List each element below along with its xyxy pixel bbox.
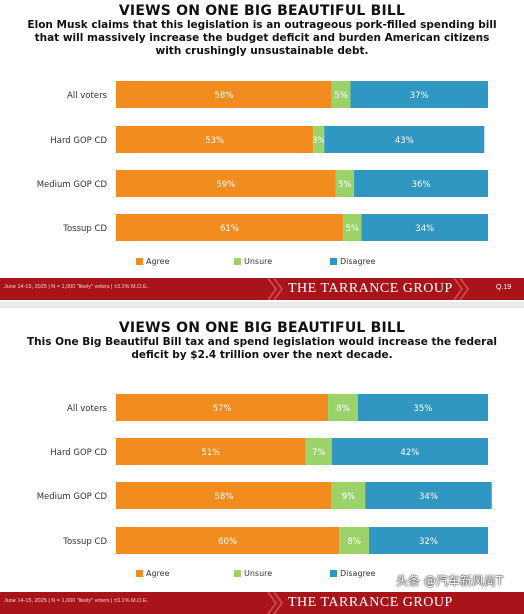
data-label: 59% xyxy=(216,180,235,190)
footer-note: June 14-15, 2025 | N = 1,000 "likely" vo… xyxy=(4,284,149,290)
data-label: 53% xyxy=(205,136,224,146)
data-label: 36% xyxy=(412,180,431,190)
legend-label: Agree xyxy=(146,569,170,578)
bar-unsure xyxy=(305,438,332,465)
bar-unsure xyxy=(328,394,358,421)
slide-footer: June 14-15, 2025 | N = 1,000 "likely" vo… xyxy=(0,278,524,300)
stacked-bar-chart-2: All voters 57% 8% 35% Hard GOP CD 51% 7% 42% Med… xyxy=(37,394,492,578)
brand-logo: THE TARRANCE GROUP xyxy=(288,281,453,296)
bar-disagree xyxy=(350,81,488,108)
category-label: Hard GOP CD xyxy=(50,136,107,146)
bar-agree xyxy=(116,527,340,554)
bar-unsure xyxy=(335,170,355,197)
data-label: 8% xyxy=(347,537,361,547)
category-label: Tossup CD xyxy=(62,224,107,234)
data-label: 5% xyxy=(345,224,359,234)
chart-subtitle: Elon Musk claims that this legislation i… xyxy=(27,19,497,57)
legend-swatch xyxy=(136,258,143,265)
legend-swatch xyxy=(330,258,337,265)
data-label: 32% xyxy=(419,537,438,547)
legend-label: Disagree xyxy=(340,257,376,266)
data-label: 42% xyxy=(400,448,419,458)
brand-logo: THE TARRANCE GROUP xyxy=(288,595,453,610)
chart-title: VIEWS ON ONE BIG BEAUTIFUL BILL xyxy=(118,320,406,336)
data-label: 8% xyxy=(336,404,350,414)
chart-panel-2: VIEWS ON ONE BIG BEAUTIFUL BILL This One… xyxy=(0,308,524,614)
data-label: 61% xyxy=(220,224,239,234)
bar-unsure xyxy=(339,527,369,554)
legend-swatch xyxy=(330,570,337,577)
bar-disagree xyxy=(324,126,485,153)
data-label: 7% xyxy=(312,448,326,458)
data-label: 3% xyxy=(312,136,326,146)
bar-disagree xyxy=(331,438,488,465)
bar-agree xyxy=(116,214,343,241)
legend-label: Disagree xyxy=(340,569,376,578)
category-label: Hard GOP CD xyxy=(50,448,107,458)
chart-panel-1: VIEWS ON ONE BIG BEAUTIFUL BILL Elon Mus… xyxy=(0,0,524,302)
slide-footer: June 14-15, 2025 | N = 1,000 "likely" vo… xyxy=(0,592,524,614)
page-number: Q.19 xyxy=(496,284,512,291)
chart-title: VIEWS ON ONE BIG BEAUTIFUL BILL xyxy=(118,3,406,19)
data-label: 58% xyxy=(214,91,233,101)
bar-disagree xyxy=(365,482,492,509)
data-label: 34% xyxy=(419,492,438,502)
bar-disagree xyxy=(368,527,488,554)
category-label: All voters xyxy=(67,91,108,101)
bar-agree xyxy=(116,81,332,108)
data-label: 5% xyxy=(338,180,352,190)
watermark: 头条 @汽车新风尚T xyxy=(396,574,504,588)
chart-subtitle: This One Big Beautiful Bill tax and spen… xyxy=(26,336,497,361)
legend-label: Agree xyxy=(146,257,170,266)
category-label: Medium GOP CD xyxy=(37,180,108,190)
legend-swatch xyxy=(136,570,143,577)
bar-unsure xyxy=(331,482,366,509)
chevron-pattern-icon xyxy=(267,278,470,300)
data-label: 57% xyxy=(213,404,232,414)
bar-agree xyxy=(116,394,329,421)
data-label: 60% xyxy=(218,537,237,547)
data-label: 43% xyxy=(395,136,414,146)
bar-agree xyxy=(116,170,336,197)
category-label: Medium GOP CD xyxy=(37,492,108,502)
bar-unsure xyxy=(313,126,325,153)
bar-agree xyxy=(116,438,306,465)
data-label: 35% xyxy=(413,404,432,414)
category-label: Tossup CD xyxy=(62,537,107,547)
data-label: 51% xyxy=(201,448,220,458)
bar-agree xyxy=(116,126,314,153)
data-label: 5% xyxy=(334,91,348,101)
stacked-bar-chart-1: All voters 58% 5% 37% Hard GOP CD 53% 3% 43% Med… xyxy=(37,81,488,266)
bar-unsure xyxy=(342,214,362,241)
data-label: 58% xyxy=(214,492,233,502)
bar-disagree xyxy=(361,214,488,241)
bar-agree xyxy=(116,482,332,509)
legend-swatch xyxy=(234,570,241,577)
bar-disagree xyxy=(357,394,488,421)
footer-note: June 14-15, 2025 | N = 1,000 "likely" vo… xyxy=(4,598,149,604)
data-label: 37% xyxy=(410,91,429,101)
data-label: 34% xyxy=(415,224,434,234)
bar-unsure xyxy=(331,81,351,108)
data-label: 9% xyxy=(342,492,356,502)
bar-disagree xyxy=(354,170,488,197)
legend-swatch xyxy=(234,258,241,265)
panel-divider xyxy=(0,302,524,308)
category-label: All voters xyxy=(67,404,108,414)
legend-label: Unsure xyxy=(244,569,272,578)
legend-label: Unsure xyxy=(244,257,272,266)
